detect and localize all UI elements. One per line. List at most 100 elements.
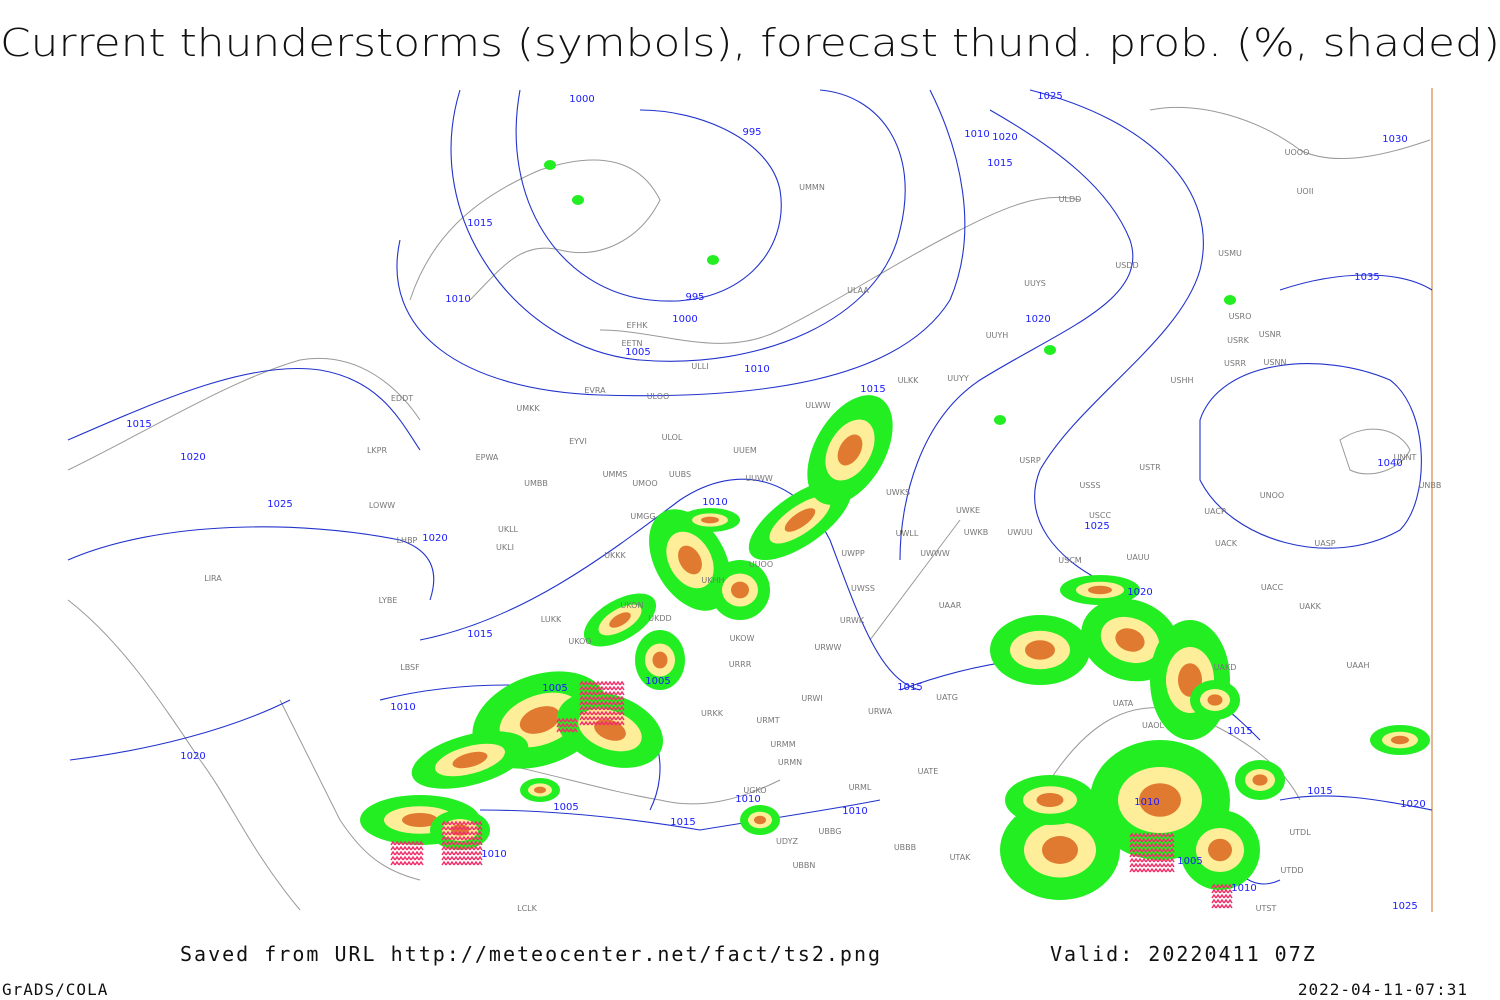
prob-low (572, 195, 584, 205)
storm-symbol (473, 820, 479, 826)
storm-symbol (1157, 847, 1163, 853)
storm-symbol (556, 722, 562, 728)
storm-symbol (615, 685, 621, 691)
storm-symbol (583, 690, 589, 696)
station-code: URRR (729, 660, 752, 669)
storm-symbol (619, 705, 625, 711)
station-code: UAUU (1126, 553, 1149, 562)
storm-symbol (465, 860, 471, 866)
storm-symbol (465, 850, 471, 856)
station-code: USHH (1171, 376, 1194, 385)
isobar-label: 1000 (672, 314, 697, 325)
isobar-label: 1010 (390, 702, 415, 713)
storm-symbol (469, 855, 475, 861)
storm-symbol (418, 855, 424, 861)
storm-symbol (1165, 837, 1171, 843)
storm-symbol (591, 690, 597, 696)
isobar-label: 1020 (422, 533, 447, 544)
storm-symbol (603, 720, 609, 726)
storm-symbol (611, 710, 617, 716)
prob-high (837, 434, 863, 466)
station-code: UTAK (950, 853, 972, 862)
storm-symbol (469, 840, 475, 846)
storm-symbol (406, 860, 412, 866)
storm-symbol (473, 845, 479, 851)
storm-symbol (445, 855, 451, 861)
storm-symbol (1165, 867, 1171, 873)
storm-symbol (603, 690, 609, 696)
storm-symbol (465, 835, 471, 841)
storm-symbol (603, 680, 609, 686)
storm-symbol (1129, 852, 1135, 858)
storm-symbol (560, 717, 566, 723)
storm-symbol (1137, 852, 1143, 858)
isobar-label: 995 (742, 127, 761, 138)
storm-symbol (1153, 842, 1159, 848)
storm-symbol (1157, 862, 1163, 868)
storm-symbol (1153, 837, 1159, 843)
storm-symbol (572, 727, 578, 733)
storm-symbol (410, 860, 416, 866)
prob-high (452, 751, 488, 769)
isobar-label: 1020 (1025, 314, 1050, 325)
storm-symbol (607, 690, 613, 696)
storm-symbol (465, 825, 471, 831)
prob-high (1042, 836, 1078, 864)
storm-symbol (1157, 832, 1163, 838)
storm-symbol (1141, 867, 1147, 873)
coastline (1149, 106, 1431, 160)
station-code: URWW (815, 643, 842, 652)
isobar-label: 1010 (481, 849, 506, 860)
storm-symbol (587, 710, 593, 716)
prob-low (1044, 345, 1056, 355)
storm-symbol (599, 720, 605, 726)
storm-symbol (445, 850, 451, 856)
storm-symbol (414, 840, 420, 846)
storm-symbol (441, 845, 447, 851)
storm-symbol (418, 845, 424, 851)
storm-symbol (615, 710, 621, 716)
storm-symbol (449, 855, 455, 861)
storm-symbol (461, 820, 467, 826)
storm-symbol (441, 860, 447, 866)
storm-symbol (1169, 842, 1175, 848)
storm-symbol (611, 705, 617, 711)
storm-symbol (1145, 842, 1151, 848)
storm-symbol (402, 845, 408, 851)
isobar-line (515, 89, 782, 302)
storm-symbol (615, 680, 621, 686)
storm-symbol (572, 717, 578, 723)
station-code: URWK (840, 616, 865, 625)
station-code: LIRA (204, 574, 222, 583)
isobar-label: 1000 (569, 94, 594, 105)
station-code: UAKD (1214, 663, 1237, 672)
storm-symbol (603, 710, 609, 716)
storm-symbol (579, 700, 585, 706)
storm-symbol (1157, 837, 1163, 843)
station-code: EPWA (476, 453, 499, 462)
coastline (599, 196, 1081, 344)
storm-symbol (599, 690, 605, 696)
isobar-label: 1015 (467, 629, 492, 640)
isobar-line (67, 526, 435, 601)
storm-symbol (1211, 898, 1217, 904)
station-code: USNN (1264, 358, 1287, 367)
storm-symbol (591, 695, 597, 701)
storm-symbol (465, 840, 471, 846)
storm-symbol (607, 715, 613, 721)
storm-symbol (449, 830, 455, 836)
prob-low (707, 255, 719, 265)
storm-symbol (568, 717, 574, 723)
station-code: LBSF (400, 663, 420, 672)
storm-symbol (445, 860, 451, 866)
station-code: UNOO (1260, 491, 1284, 500)
storm-symbol (398, 855, 404, 861)
storm-symbol (564, 717, 570, 723)
storm-symbol (402, 860, 408, 866)
storm-symbol (615, 720, 621, 726)
station-code: UWLL (896, 529, 919, 538)
storm-symbol (1149, 857, 1155, 863)
prob-low (1224, 295, 1236, 305)
storm-symbol (595, 695, 601, 701)
